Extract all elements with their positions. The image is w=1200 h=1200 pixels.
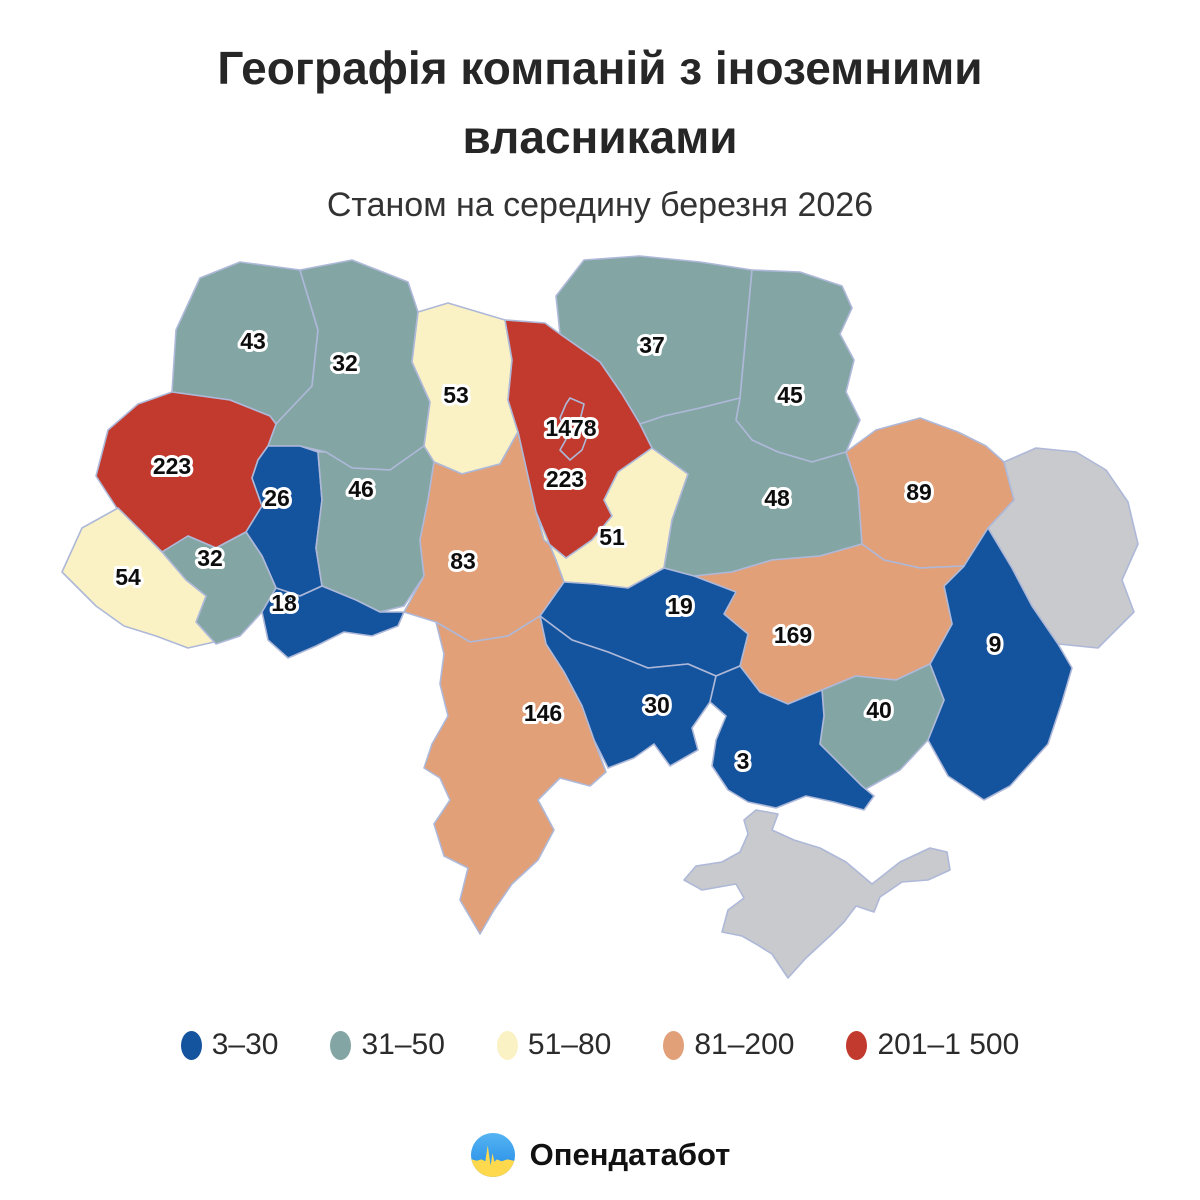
legend-item-1: 31–50 [330, 1028, 445, 1062]
region-value-zakarpattia: 54 [115, 564, 141, 590]
region-value-khmelnytskyi: 46 [348, 476, 374, 502]
legend-label-4: 201–1 500 [877, 1028, 1020, 1061]
region-value-ivano-frankivsk: 32 [197, 545, 223, 571]
region-value-zaporizhzhia: 40 [866, 697, 892, 723]
legend-label-1: 31–50 [361, 1028, 445, 1061]
page-title: Географія компаній з іноземними власника… [217, 42, 983, 163]
brand-name: Опендатабот [529, 1137, 731, 1172]
page-subtitle: Станом на середину березня 2026 [326, 186, 874, 224]
region-value-zhytomyr: 53 [443, 382, 469, 408]
legend-label-3: 81–200 [694, 1028, 795, 1061]
region-value-kyiv-oblast: 223 [546, 466, 584, 492]
legend-label-0: 3–30 [211, 1028, 279, 1061]
legend-swatch-4 [846, 1030, 868, 1060]
legend-item-3: 81–200 [663, 1028, 794, 1062]
legend-item-4: 201–1 500 [846, 1028, 1019, 1062]
legend-swatch-2 [496, 1030, 518, 1060]
region-value-kirovohrad: 19 [667, 593, 693, 619]
legend-item-0: 3–30 [180, 1028, 279, 1062]
region-value-kharkiv: 89 [906, 479, 932, 505]
region-sumy [735, 269, 861, 463]
region-crimea [683, 809, 951, 979]
region-value-mykolaiv: 30 [644, 692, 670, 718]
region-value-donetsk: 9 [989, 631, 1002, 657]
legend-item-2: 51–80 [496, 1028, 612, 1062]
region-odesa [423, 615, 607, 935]
region-value-chernivtsi: 18 [271, 590, 297, 616]
region-kyiv-city [559, 397, 589, 461]
region-value-kyiv-city: 1478 [545, 415, 596, 441]
region-value-sumy: 45 [777, 382, 803, 408]
region-value-poltava: 48 [764, 485, 790, 511]
region-value-volyn: 43 [240, 328, 266, 354]
region-khmelnytskyi [315, 445, 435, 613]
region-value-rivne: 32 [332, 350, 358, 376]
legend: 3–30 31–50 51–80 81–200 201–1 500 [0, 1028, 1200, 1062]
opendatabot-logo-icon [470, 1132, 515, 1178]
region-value-dnipro: 169 [774, 622, 812, 648]
header: Географія компаній з іноземними власника… [0, 34, 1200, 225]
region-chernivtsi [261, 585, 405, 659]
region-value-ternopil: 26 [264, 485, 290, 511]
region-value-kherson: 3 [737, 748, 750, 774]
legend-swatch-3 [663, 1030, 685, 1060]
region-value-cherkasy: 51 [599, 524, 625, 550]
legend-swatch-0 [180, 1030, 202, 1060]
footer: Опендатабот [0, 1132, 1200, 1178]
region-zakarpattia [61, 507, 215, 649]
legend-swatch-1 [330, 1030, 352, 1060]
region-value-lviv: 223 [153, 453, 191, 479]
region-value-chernihiv: 37 [639, 332, 665, 358]
region-kherson [709, 665, 875, 811]
region-value-vinnytsia: 83 [450, 548, 476, 574]
legend-label-2: 51–80 [527, 1028, 612, 1061]
region-value-odesa: 146 [524, 700, 562, 726]
